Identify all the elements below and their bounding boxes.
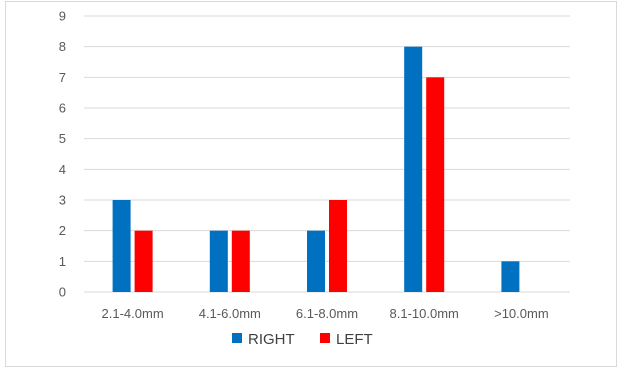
y-tick-label: 5 <box>59 131 66 146</box>
bar-right <box>209 230 228 292</box>
y-tick-label: 1 <box>59 254 66 269</box>
y-tick-label: 7 <box>59 70 66 85</box>
gridlines <box>84 15 570 293</box>
x-tick-label: >10.0mm <box>494 306 549 321</box>
bar-right <box>501 261 520 292</box>
x-axis-ticks: 2.1-4.0mm 4.1-6.0mm 6.1-8.0mm 8.1-10.0mm >10… <box>102 306 549 321</box>
legend-label: LEFT <box>336 331 373 348</box>
y-axis-ticks: 0 1 2 3 4 5 6 7 8 9 <box>59 9 66 300</box>
bar-right <box>404 46 423 292</box>
x-tick-label: 8.1-10.0mm <box>390 306 459 321</box>
bar-left <box>231 230 250 292</box>
bars <box>112 46 520 292</box>
y-tick-label: 2 <box>59 223 66 238</box>
y-tick-label: 9 <box>59 9 66 24</box>
bar-left <box>329 200 347 292</box>
bar-right <box>112 200 131 292</box>
y-tick-label: 6 <box>59 101 66 116</box>
x-tick-label: 6.1-8.0mm <box>296 306 358 321</box>
bar-left <box>426 77 445 292</box>
legend-label: RIGHT <box>248 331 295 348</box>
y-tick-label: 8 <box>59 39 66 54</box>
y-tick-label: 4 <box>59 162 66 177</box>
bar-right <box>307 230 325 292</box>
chart-frame <box>5 1 617 367</box>
legend-swatch-right <box>232 333 242 343</box>
bar-left <box>134 230 153 292</box>
y-tick-label: 3 <box>59 193 66 208</box>
y-tick-label: 0 <box>59 285 66 300</box>
x-tick-label: 2.1-4.0mm <box>102 306 164 321</box>
legend-swatch-left <box>320 333 330 343</box>
legend: RIGHT LEFT <box>232 331 373 348</box>
x-tick-label: 4.1-6.0mm <box>199 306 261 321</box>
